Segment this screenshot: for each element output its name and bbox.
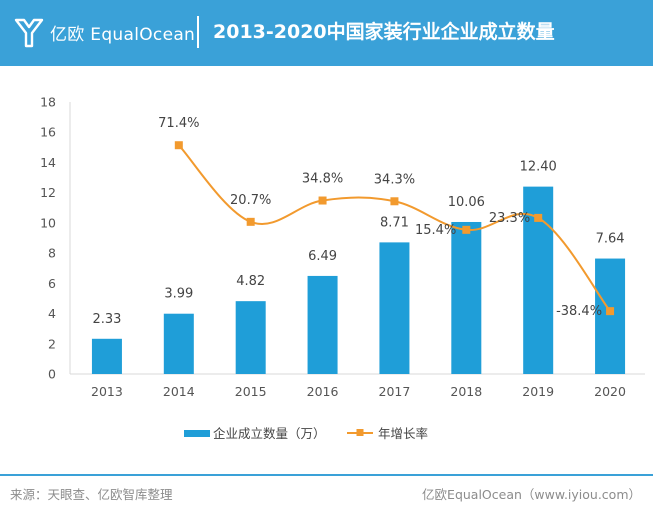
y-tick-label: 12 [40,185,56,200]
bar-data-label: 10.06 [448,195,485,210]
bar-series [91,186,626,374]
legend-bar-label: 企业成立数量（万） [213,426,326,441]
line-marker [246,217,255,226]
legend-bar-swatch [184,430,210,437]
line-marker [462,225,471,234]
legend-line-label: 年增长率 [378,426,428,441]
growth-rate-markers [174,141,615,316]
bar-data-label: 3.99 [164,287,193,302]
line-marker [318,196,327,205]
bar-data-label: 8.71 [380,215,409,230]
bar-line-chart: 0 2 4 6 8 10 12 14 16 18 2013 2014 2015 2016 2017 2018… [40,95,645,441]
bar [91,338,122,374]
credit-note: 亿欧EqualOcean（www.iyiou.com） [422,487,641,502]
x-tick-label: 2015 [235,384,267,399]
x-tick-label: 2016 [307,384,339,399]
line-marker [390,197,399,206]
line-data-label: 34.3% [374,172,415,187]
bar-data-label: 2.33 [92,312,121,327]
line-data-label: 23.3% [489,211,530,226]
bar-data-labels: 2.33 3.99 4.82 6.49 8.71 10.06 12.40 7.64 [92,160,624,327]
y-tick-labels: 0 2 4 6 8 10 12 14 16 18 [40,95,56,382]
source-note: 来源：天眼查、亿欧智库整理 [10,487,173,502]
bar-data-label: 6.49 [308,249,337,264]
line-marker [534,213,543,222]
header-divider [197,16,199,48]
x-tick-label: 2014 [163,384,195,399]
y-tick-label: 4 [48,306,56,321]
legend: 企业成立数量（万） 年增长率 [184,426,428,441]
bar [451,221,482,374]
y-tick-label: 0 [48,367,56,382]
bar [379,242,410,374]
bar-data-label: 7.64 [596,232,625,247]
line-data-label: -38.4% [556,304,602,319]
x-tick-label: 2019 [522,384,554,399]
chart-title: 2013-2020中国家装行业企业成立数量 [213,21,555,43]
footer-divider [0,474,653,476]
x-tick-labels: 2013 2014 2015 2016 2017 2018 2019 2020 [91,384,626,399]
y-tick-label: 8 [48,246,56,261]
line-data-label: 20.7% [230,193,271,208]
line-data-label: 71.4% [158,116,199,131]
y-tick-label: 14 [40,155,56,170]
line-data-label: 15.4% [415,223,456,238]
growth-rate-labels: 71.4% 20.7% 34.8% 34.3% 15.4% 23.3% -38.4% [158,116,602,319]
legend-line-marker [356,429,364,436]
bar-data-label: 12.40 [520,160,557,175]
x-tick-label: 2013 [91,384,123,399]
equalocean-logo-icon [14,18,44,48]
bar [163,313,194,374]
y-tick-label: 18 [40,95,56,110]
y-tick-label: 10 [40,215,56,230]
x-tick-label: 2020 [594,384,626,399]
bar [235,301,266,374]
line-marker [606,307,615,316]
x-tick-label: 2018 [450,384,482,399]
bar [307,275,338,374]
y-tick-label: 2 [48,336,56,351]
line-data-label: 34.8% [302,172,343,187]
bar-data-label: 4.82 [236,274,265,289]
y-tick-label: 6 [48,276,56,291]
brand-logo: 亿欧 EqualOcean [14,14,195,50]
y-tick-label: 16 [40,125,56,140]
line-marker [174,141,183,150]
bar [595,258,626,374]
logo-text: 亿欧 EqualOcean [50,24,196,45]
x-tick-label: 2017 [379,384,411,399]
header-banner: 亿欧 EqualOcean 2013-2020中国家装行业企业成立数量 [0,0,653,66]
